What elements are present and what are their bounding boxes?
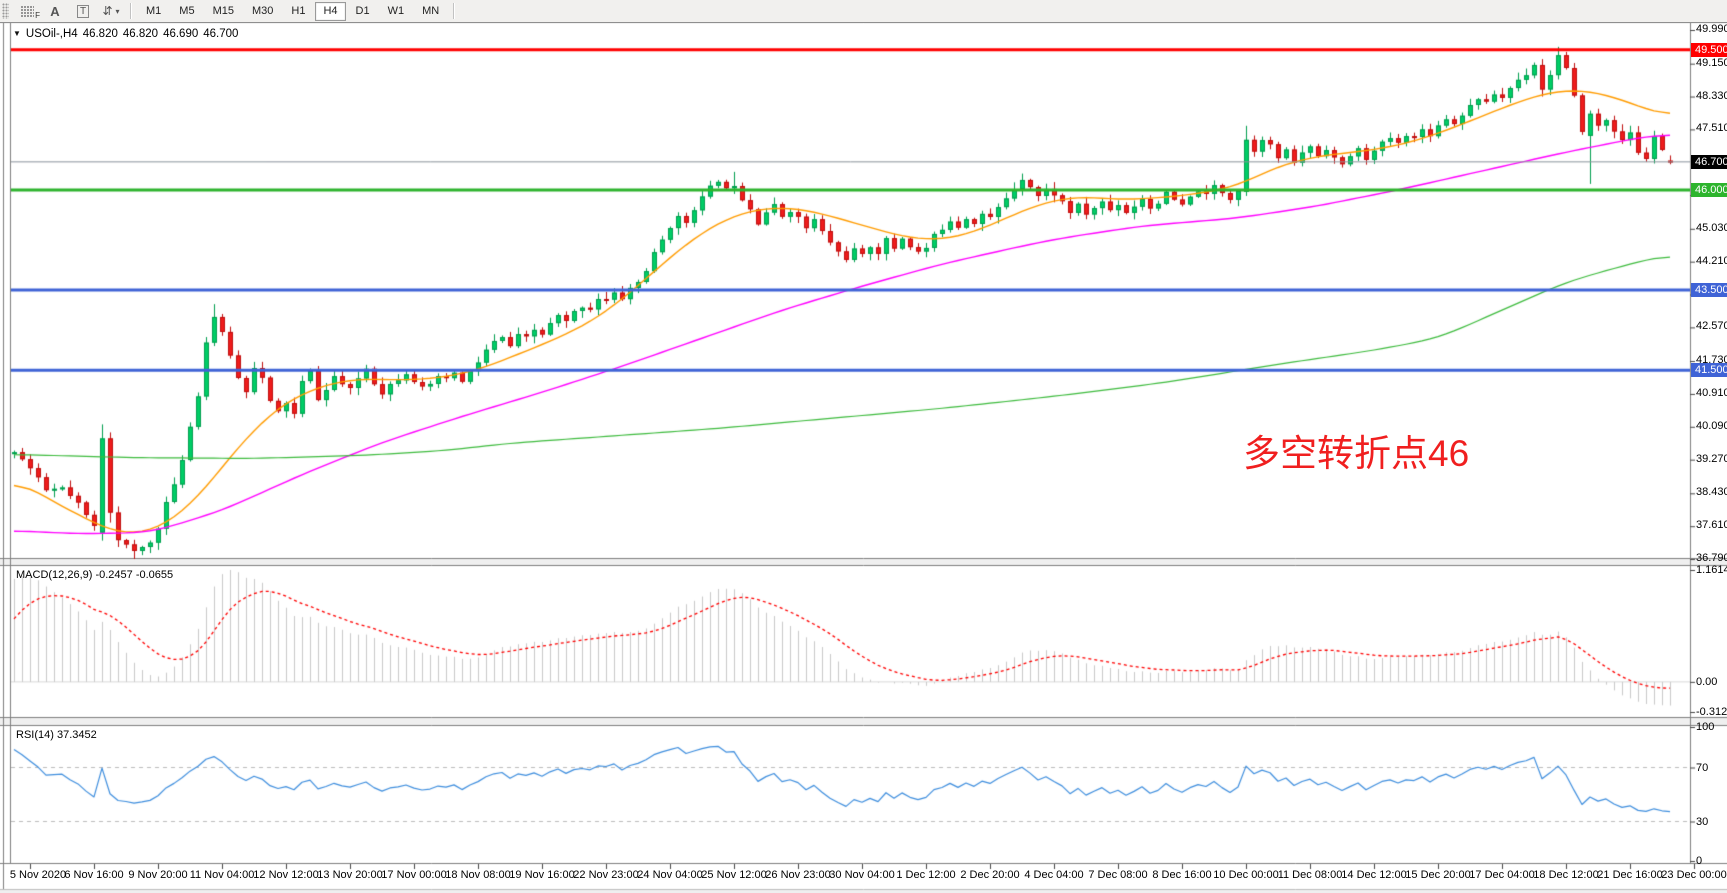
macd-indicator-label: MACD(12,26,9) -0.2457 -0.0655 xyxy=(16,569,174,581)
current-price-badge: 46.700 xyxy=(1691,154,1727,169)
macd-axis-label: -0.3127 xyxy=(1696,706,1727,718)
symbol-dropdown-icon[interactable]: ▼ xyxy=(13,29,21,38)
dropdown-caret-icon: ▾ xyxy=(115,6,120,16)
letter-a-button[interactable]: A xyxy=(42,2,68,20)
price-tick: 41.730 xyxy=(1696,354,1727,367)
dotted-grid-f-icon[interactable]: F xyxy=(14,2,40,20)
letter-a-icon: A xyxy=(50,3,60,19)
price-line-badge: 46.000 xyxy=(1691,182,1727,197)
price-tick: 40.910 xyxy=(1696,386,1727,399)
price-line-badge: 43.500 xyxy=(1691,283,1727,298)
price-tick: 36.790 xyxy=(1696,552,1727,565)
price-tick: 44.210 xyxy=(1696,254,1727,267)
time-label: 5 Nov 2020 xyxy=(9,869,67,881)
timeframe-button-m5[interactable]: M5 xyxy=(179,4,195,17)
time-label: 17 Dec 04:00 xyxy=(1469,869,1535,881)
price-tick: 49.990 xyxy=(1696,23,1727,35)
ohlc-open: 46.820 xyxy=(82,28,118,40)
time-label: 18 Dec 12:00 xyxy=(1533,869,1599,881)
time-label: 7 Dec 08:00 xyxy=(1088,869,1148,881)
price-tick: 42.570 xyxy=(1696,320,1727,333)
toolbar-separator xyxy=(130,3,132,19)
time-label: 19 Nov 16:00 xyxy=(509,869,575,881)
timeframe-button-mn[interactable]: MN xyxy=(422,4,440,17)
time-label: 14 Dec 12:00 xyxy=(1341,869,1407,881)
timeframe-button-h4[interactable]: H4 xyxy=(315,1,346,21)
rsi-axis-label: 30 xyxy=(1696,815,1709,828)
ohlc-close: 46.700 xyxy=(203,28,239,40)
time-label: 25 Nov 12:00 xyxy=(701,869,767,881)
text-label-button[interactable]: T xyxy=(70,2,96,20)
ohlc-high: 46.820 xyxy=(122,28,159,40)
rsi-axis-label: 100 xyxy=(1696,721,1715,733)
price-tick: 37.610 xyxy=(1696,519,1727,532)
time-label: 6 Nov 16:00 xyxy=(64,869,124,881)
time-label: 23 Dec 00:00 xyxy=(1661,869,1727,881)
time-label: 1 Dec 12:00 xyxy=(896,869,956,881)
chart-title[interactable]: ▼ USOil-,H4 46.820 46.820 46.690 46.700 xyxy=(13,28,238,40)
timeframe-button-m15[interactable]: M15 xyxy=(212,4,234,17)
timeframe-button-m30[interactable]: M30 xyxy=(251,4,274,17)
f-label: F xyxy=(35,11,40,20)
time-label: 30 Nov 04:00 xyxy=(829,869,895,881)
time-label: 21 Dec 16:00 xyxy=(1597,869,1663,881)
timeframe-button-h1[interactable]: H1 xyxy=(291,4,306,17)
ohlc-low: 46.690 xyxy=(163,28,199,40)
time-label: 11 Nov 04:00 xyxy=(189,869,255,881)
time-label: 13 Nov 20:00 xyxy=(317,869,383,881)
rsi-axis-label: 70 xyxy=(1696,761,1709,774)
toolbar: F A T ⇵ ▾ M1 M5 M15 M30 H1 H4 D1 W1 MN xyxy=(0,0,1727,23)
time-label: 12 Nov 12:00 xyxy=(253,869,319,881)
macd-axis-label: 1.1614 xyxy=(1696,564,1727,576)
price-tick: 47.510 xyxy=(1696,122,1727,135)
time-label: 18 Nov 08:00 xyxy=(445,869,511,881)
time-label: 9 Nov 20:00 xyxy=(128,869,188,881)
price-tick: 39.270 xyxy=(1696,452,1727,465)
arrows-button[interactable]: ⇵ ▾ xyxy=(98,2,124,20)
price-line-badge: 41.500 xyxy=(1691,363,1727,378)
price-tick: 48.330 xyxy=(1696,89,1727,102)
time-label: 26 Nov 23:00 xyxy=(765,869,831,881)
rsi-indicator-label: RSI(14) 37.3452 xyxy=(16,729,97,741)
price-tick: 45.030 xyxy=(1696,221,1727,234)
time-label: 10 Dec 00:00 xyxy=(1213,869,1279,881)
time-label: 2 Dec 20:00 xyxy=(960,869,1020,881)
time-label: 22 Nov 23:00 xyxy=(573,869,639,881)
time-label: 24 Nov 04:00 xyxy=(637,869,703,881)
toolbar-separator xyxy=(453,3,456,19)
price-tick: 49.150 xyxy=(1696,56,1727,69)
time-label: 15 Dec 20:00 xyxy=(1405,869,1471,881)
timeframe-button-d1[interactable]: D1 xyxy=(355,4,370,17)
timeframe-button-w1[interactable]: W1 xyxy=(387,4,405,17)
price-tick: 38.430 xyxy=(1696,486,1727,499)
rsi-axis-label: 0 xyxy=(1696,855,1703,867)
toolbar-drag-handle[interactable] xyxy=(2,3,9,19)
time-label: 4 Dec 04:00 xyxy=(1024,869,1084,881)
chart-symbol: USOil-,H4 xyxy=(25,28,78,40)
macd-axis-label: 0.00 xyxy=(1696,675,1718,688)
timeframe-group: M1 M5 M15 M30 H1 H4 D1 W1 MN xyxy=(137,1,448,21)
price-tick: 40.090 xyxy=(1696,419,1727,432)
dots-grid-icon xyxy=(20,5,34,17)
arrows-icon: ⇵ xyxy=(102,4,113,18)
text-label-icon: T xyxy=(76,4,90,18)
time-label: 8 Dec 16:00 xyxy=(1152,869,1212,881)
time-label: 11 Dec 08:00 xyxy=(1277,869,1343,881)
timeframe-button-m1[interactable]: M1 xyxy=(146,4,162,17)
annotation-text: 多空转折点46 xyxy=(1243,433,1470,474)
time-label: 17 Nov 00:00 xyxy=(381,869,447,881)
price-line-badge: 49.500 xyxy=(1691,42,1727,57)
